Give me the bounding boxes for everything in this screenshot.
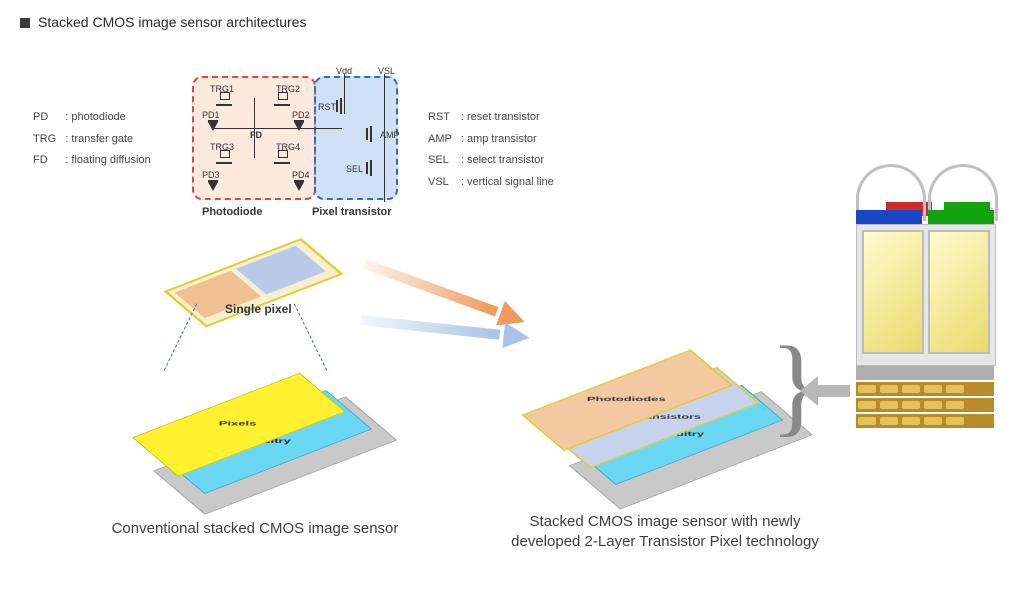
photodiode-symbol xyxy=(208,122,218,131)
page-title: Stacked CMOS image sensor architectures xyxy=(20,14,306,30)
label-pd1: PD1 xyxy=(202,110,220,120)
legend-key: AMP xyxy=(428,133,452,145)
caption-new: Stacked CMOS image sensor with newly dev… xyxy=(500,512,830,553)
legend-key: VSL xyxy=(428,176,449,188)
colorfilter-green xyxy=(928,210,994,224)
legend-key: RST xyxy=(428,111,450,123)
photodiode-symbol xyxy=(294,122,304,131)
title-bullet-icon xyxy=(20,18,30,28)
conventional-stack: Circuitry Pixels xyxy=(70,338,430,521)
title-text: Stacked CMOS image sensor architectures xyxy=(38,14,306,30)
photodiode-window xyxy=(928,230,990,354)
trg-symbol xyxy=(216,156,232,164)
trg-symbol xyxy=(274,156,290,164)
colorfilter-blue xyxy=(856,210,922,224)
legend-left: PD: photodiode TRG: transfer gate FD: fl… xyxy=(30,106,154,173)
single-pixel-plate xyxy=(133,226,377,349)
photodiode-symbol xyxy=(208,182,218,191)
region-label-pixeltransistor: Pixel transistor xyxy=(312,206,391,218)
layer-label: Pixels xyxy=(219,406,257,442)
legend-key: SEL xyxy=(428,154,449,166)
legend-right: RST: reset transistor AMP: amp transisto… xyxy=(425,106,557,194)
transistor-symbol xyxy=(366,162,378,174)
pixel-transistor-region: Vdd VSL RST AMP SEL xyxy=(314,76,398,200)
legend-val: select transistor xyxy=(467,154,544,166)
legend-key: TRG xyxy=(33,133,56,145)
legend-val: reset transistor xyxy=(467,111,540,123)
label-sel: SEL xyxy=(346,164,363,174)
transistor-symbol xyxy=(336,100,348,112)
trg-symbol xyxy=(274,98,290,106)
diagram-stage: Stacked CMOS image sensor architectures … xyxy=(0,0,1024,609)
wire xyxy=(254,98,255,158)
circuit-schematic: TRG1 TRG2 TRG3 TRG4 PD1 PD2 PD3 PD4 FD V… xyxy=(192,76,397,216)
single-pixel-label: Single pixel xyxy=(225,302,292,316)
label-pd2: PD2 xyxy=(292,110,310,120)
label-fd: FD xyxy=(250,130,262,140)
photodiode-window xyxy=(862,230,924,354)
interconnect-layer xyxy=(856,382,994,396)
legend-key: PD xyxy=(33,111,48,123)
legend-val: amp transistor xyxy=(467,133,537,145)
photodiode-symbol xyxy=(294,182,304,191)
region-label-photodiode: Photodiode xyxy=(202,206,263,218)
transistor-slab xyxy=(856,366,994,380)
label-rst: RST xyxy=(318,102,336,112)
interconnect-layer xyxy=(856,414,994,428)
arrow-gray xyxy=(800,376,850,406)
legend-val: transfer gate xyxy=(71,133,133,145)
legend-val: floating diffusion xyxy=(71,154,150,166)
layer-label: Photodiodes xyxy=(587,383,666,415)
legend-val: photodiode xyxy=(71,111,125,123)
label-amp: AMP xyxy=(380,130,400,140)
trg-symbol xyxy=(216,98,232,106)
legend-key: FD xyxy=(33,154,48,166)
label-pd4: PD4 xyxy=(292,170,310,180)
interconnect-layer xyxy=(856,398,994,412)
legend-val: vertical signal line xyxy=(467,176,554,188)
transistor-symbol xyxy=(366,128,378,140)
caption-conventional: Conventional stacked CMOS image sensor xyxy=(90,520,420,537)
label-vsl: VSL xyxy=(378,66,395,76)
pixel-3d-block xyxy=(850,160,1000,440)
photodiode-region: TRG1 TRG2 TRG3 TRG4 PD1 PD2 PD3 PD4 FD xyxy=(192,76,316,200)
wire xyxy=(256,128,342,129)
label-pd3: PD3 xyxy=(202,170,220,180)
